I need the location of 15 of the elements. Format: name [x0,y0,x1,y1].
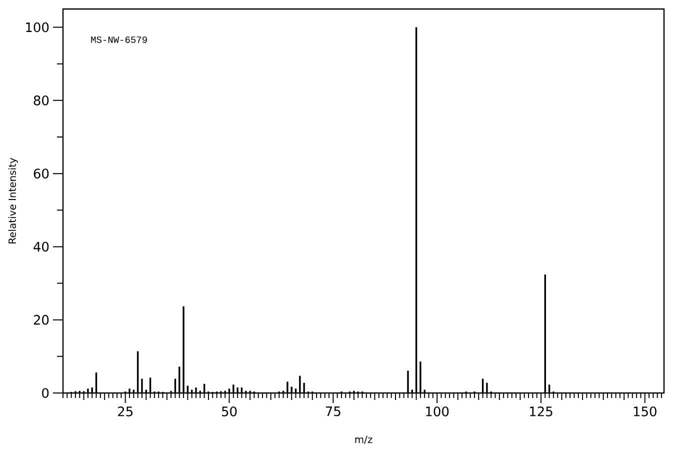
y-tick-label: 0 [42,388,49,398]
y-tick-label: 20 [34,314,49,325]
x-tick-label: 125 [530,406,552,416]
x-tick-label: 100 [426,406,449,416]
annotation: MS-NW-6579 [91,36,147,43]
x-tick-label: 75 [326,406,340,416]
y-tick-label: 100 [26,22,49,32]
x-tick-label: 25 [118,406,132,416]
y-tick-label: 60 [34,168,49,178]
x-tick-label: 150 [634,406,656,416]
y-axis-title: Relative Intensity [8,158,18,244]
y-tick-label: 80 [34,96,49,106]
x-axis-title: m/z [355,436,372,444]
y-tick-label: 40 [34,242,49,252]
x-tick-label: 50 [222,406,237,416]
